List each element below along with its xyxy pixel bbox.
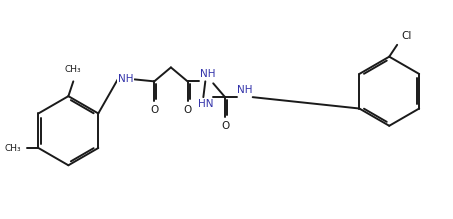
Text: NH: NH [118,74,133,84]
Text: O: O [150,105,159,115]
Text: Cl: Cl [401,31,411,41]
Text: HN: HN [198,99,213,109]
Text: CH₃: CH₃ [4,143,21,152]
Text: NH: NH [237,85,253,95]
Text: NH: NH [199,69,215,79]
Text: O: O [221,121,229,131]
Text: CH₃: CH₃ [65,65,82,74]
Text: O: O [183,105,192,115]
